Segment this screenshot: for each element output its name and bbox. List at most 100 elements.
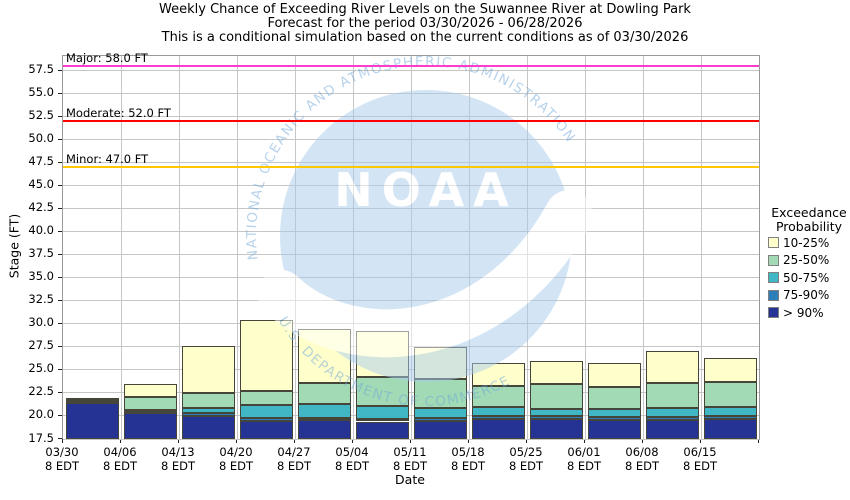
x-tick-mark xyxy=(584,439,585,443)
bar-segment-90 xyxy=(414,420,467,439)
y-tick-mark xyxy=(58,138,62,140)
y-tick-label: 25.0 xyxy=(28,361,54,376)
chart-note: This is a conditional simulation based o… xyxy=(161,30,689,45)
y-tick-label: 57.5 xyxy=(28,62,54,77)
y-tick-mark xyxy=(58,438,62,439)
x-tick-label: 05/11 8 EDT xyxy=(392,445,428,473)
bar-segment-5075 xyxy=(588,408,641,417)
x-tick-label: 05/18 8 EDT xyxy=(450,445,486,473)
bar-segment-1025 xyxy=(240,320,293,392)
bar-segment-1025 xyxy=(530,360,583,384)
y-tick-mark xyxy=(58,69,62,71)
legend-item: 50-75% xyxy=(768,269,850,287)
bar-segment-5075 xyxy=(472,406,525,416)
bar-segment-90 xyxy=(182,415,235,439)
x-tick-mark xyxy=(62,439,63,443)
bar-segment-90 xyxy=(472,418,525,439)
y-tick-label: 50.0 xyxy=(28,131,54,146)
bar-segment-7590 xyxy=(472,415,525,419)
x-tick-label: 06/01 8 EDT xyxy=(566,445,602,473)
legend-swatch-icon xyxy=(768,307,779,319)
y-tick-mark xyxy=(58,230,62,232)
bar-segment-7590 xyxy=(588,416,641,420)
bar-segment-90 xyxy=(298,419,351,439)
x-tick-label: 05/04 8 EDT xyxy=(334,445,370,473)
bar-segment-90 xyxy=(124,413,177,439)
v-gridline xyxy=(584,56,586,439)
legend-item-label: > 90% xyxy=(783,305,824,320)
bar-segment-1025 xyxy=(66,397,119,401)
chart-title: Weekly Chance of Exceeding River Levels … xyxy=(159,2,691,17)
v-gridline xyxy=(294,56,296,439)
minor-threshold-label: Minor: 47.0 FT xyxy=(66,152,149,167)
y-tick-label: 32.5 xyxy=(28,292,54,307)
major-threshold-label: Major: 58.0 FT xyxy=(66,51,148,66)
bar-segment-5075 xyxy=(530,408,583,416)
y-tick-mark xyxy=(58,184,62,186)
bar-segment-7590 xyxy=(182,413,235,416)
bar-segment-2550 xyxy=(472,385,525,407)
chart-subtitle: Forecast for the period 03/30/2026 - 06/… xyxy=(267,16,583,31)
bar-segment-1025 xyxy=(472,362,525,386)
bar-segment-5075 xyxy=(704,406,757,416)
x-tick-mark xyxy=(468,439,469,443)
bar-segment-2550 xyxy=(182,392,235,408)
bar-segment-90 xyxy=(356,421,409,439)
moderate-threshold-line xyxy=(63,120,759,123)
bar-segment-2550 xyxy=(124,396,177,410)
y-tick-label: 35.0 xyxy=(28,269,54,284)
legend-item-label: 75-90% xyxy=(783,288,830,303)
x-tick-mark xyxy=(700,439,701,443)
y-tick-mark xyxy=(58,299,62,301)
v-gridline xyxy=(526,56,528,439)
x-tick-mark xyxy=(642,439,643,443)
bar-segment-90 xyxy=(646,419,699,439)
bar-segment-7590 xyxy=(240,417,293,421)
minor-threshold-line xyxy=(63,166,759,169)
y-tick-mark xyxy=(58,322,62,324)
y-tick-label: 20.0 xyxy=(28,407,54,422)
y-tick-label: 40.0 xyxy=(28,223,54,238)
v-gridline xyxy=(178,56,180,439)
y-tick-mark xyxy=(58,92,62,94)
legend-item-label: 25-50% xyxy=(783,253,830,268)
bar-segment-7590 xyxy=(414,417,467,421)
y-tick-label: 45.0 xyxy=(28,177,54,192)
x-tick-label: 04/13 8 EDT xyxy=(160,445,196,473)
bar-segment-5075 xyxy=(124,409,177,412)
y-tick-label: 52.5 xyxy=(28,108,54,123)
bar-segment-1025 xyxy=(298,329,351,383)
bar-segment-2550 xyxy=(530,383,583,409)
x-tick-label: 04/06 8 EDT xyxy=(102,445,138,473)
x-tick-mark xyxy=(758,439,759,443)
bar-segment-2550 xyxy=(240,391,293,405)
bar-segment-5075 xyxy=(182,407,235,414)
bar-segment-90 xyxy=(704,418,757,439)
v-gridline xyxy=(468,56,470,439)
y-tick-label: 30.0 xyxy=(28,315,54,330)
bar-segment-7590 xyxy=(646,416,699,420)
bar-segment-5075 xyxy=(646,407,699,417)
bar-segment-7590 xyxy=(124,411,177,414)
bar-segment-1025 xyxy=(182,346,235,393)
y-tick-mark xyxy=(58,368,62,370)
v-gridline xyxy=(120,56,122,439)
x-tick-mark xyxy=(352,439,353,443)
bar-segment-90 xyxy=(240,420,293,439)
v-gridline xyxy=(352,56,354,439)
x-tick-mark xyxy=(410,439,411,443)
y-tick-mark xyxy=(58,207,62,209)
legend-swatch-icon xyxy=(768,289,779,301)
y-tick-label: 55.0 xyxy=(28,85,54,100)
y-tick-label: 47.5 xyxy=(28,154,54,169)
legend-item-label: 10-25% xyxy=(783,235,830,250)
bar-segment-2550 xyxy=(298,382,351,404)
bar-segment-1025 xyxy=(588,362,641,387)
bar-segment-5075 xyxy=(240,404,293,418)
y-tick-mark xyxy=(58,414,62,416)
bar-segment-2550 xyxy=(704,381,757,407)
x-axis-label: Date xyxy=(395,472,425,487)
bar-segment-2550 xyxy=(66,400,119,403)
moderate-threshold-label: Moderate: 52.0 FT xyxy=(66,106,171,121)
bar-segment-90 xyxy=(66,403,119,439)
